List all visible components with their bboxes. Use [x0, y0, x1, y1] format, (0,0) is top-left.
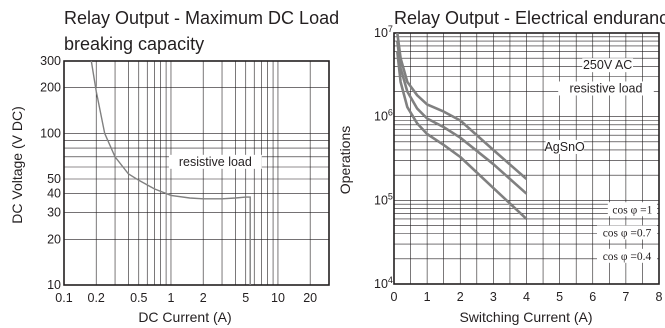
left-x-tick-label: 1 — [168, 291, 175, 305]
left-x-tick-label: 0.2 — [88, 291, 105, 305]
left-chart-annotations: resistive load — [168, 154, 262, 169]
right-chart-series — [396, 32, 528, 220]
left-y-tick-label: 30 — [47, 206, 61, 220]
right-chart-title: Relay Output - Electrical endurance — [394, 8, 665, 28]
left-y-tick-label: 40 — [47, 187, 61, 201]
right-series-line — [396, 40, 528, 195]
right-x-tick-label: 4 — [523, 290, 530, 304]
left-x-tick-label: 10 — [271, 291, 285, 305]
right-y-tick-label: 107 — [374, 24, 393, 40]
right-chart-ylabel: Operations — [337, 126, 353, 194]
left-x-tick-label: 2 — [200, 291, 207, 305]
left-annotation-bg — [168, 154, 262, 169]
right-chart-annotations: 250V AC resistive load AgSnO cos φ =1 cos φ … — [544, 58, 657, 263]
right-annotation-text: 250V AC — [583, 58, 632, 72]
left-x-tick-label: 5 — [242, 291, 249, 305]
right-chart-grid — [393, 32, 660, 285]
right-series-line — [396, 51, 528, 220]
left-y-tick-label: 10 — [47, 278, 61, 292]
right-x-tick-label: 2 — [457, 290, 464, 304]
left-x-tick-label: 20 — [303, 291, 317, 305]
right-y-tick-label: 106 — [374, 108, 393, 124]
left-x-tick-label: 0.5 — [130, 291, 147, 305]
left-chart-grid — [63, 60, 330, 286]
right-chart-ticks: 0 1 2 3 4 5 6 7 8 104 105 106 107 — [374, 24, 663, 304]
right-x-tick-label: 7 — [622, 290, 629, 304]
right-annotation-bg — [582, 58, 634, 73]
right-annotation-bg — [597, 248, 657, 263]
right-x-tick-label: 3 — [490, 290, 497, 304]
left-y-tick-label: 200 — [40, 81, 61, 95]
right-chart-xlabel: Switching Current (A) — [459, 309, 592, 325]
right-y-tick-label: 105 — [374, 191, 393, 207]
right-annotation-text: resistive load — [570, 81, 643, 95]
right-chart-frame — [393, 32, 660, 285]
right-x-tick-label: 8 — [656, 290, 663, 304]
right-annotation-text: cos φ =0.4 — [603, 251, 652, 263]
left-y-tick-label: 50 — [47, 172, 61, 186]
left-chart-title-line1: Relay Output - Maximum DC Load — [64, 8, 339, 28]
right-x-tick-label: 1 — [424, 290, 431, 304]
left-series-line — [90, 60, 251, 285]
right-annotation-bg — [545, 139, 584, 154]
right-annotation-text: cos φ =1 — [612, 204, 652, 216]
right-x-tick-label: 0 — [391, 290, 398, 304]
left-chart-frame — [63, 60, 330, 286]
left-y-tick-label: 100 — [40, 126, 61, 140]
left-chart-series — [90, 60, 251, 285]
right-annotation-text: cos φ =0.7 — [603, 227, 652, 239]
left-y-tick-label: 20 — [47, 232, 61, 246]
left-x-tick-label: 0.1 — [55, 291, 72, 305]
right-annotation-bg — [558, 81, 654, 96]
left-y-tick-label: 300 — [40, 54, 61, 68]
right-annotation-text: AgSnO — [544, 140, 585, 154]
right-annotation-bg — [597, 225, 657, 240]
left-chart-title-line2: breaking capacity — [64, 34, 204, 54]
right-annotation-bg — [607, 202, 657, 217]
left-chart-xlabel: DC Current (A) — [138, 309, 231, 325]
left-annotation-text: resistive load — [179, 155, 252, 169]
right-x-tick-label: 5 — [556, 290, 563, 304]
right-series-line — [396, 32, 528, 180]
right-y-tick-label: 104 — [374, 275, 393, 291]
right-x-tick-label: 6 — [589, 290, 596, 304]
left-chart-ylabel: DC Voltage (V DC) — [9, 106, 25, 223]
